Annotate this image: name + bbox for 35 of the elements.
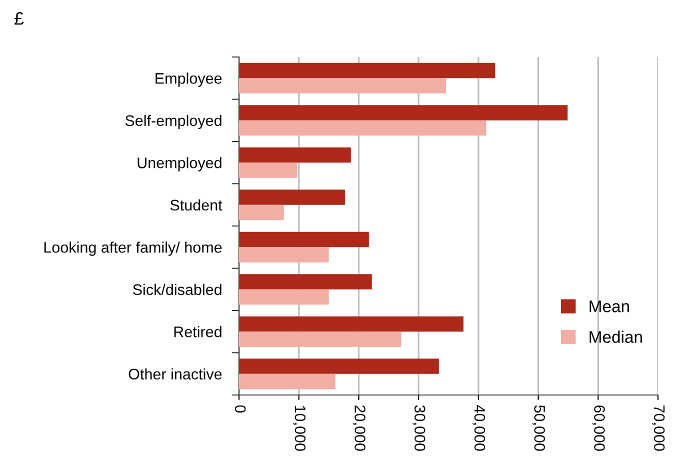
x-tick-label: 20,000: [352, 405, 366, 451]
bar: [239, 374, 336, 390]
bar: [239, 232, 369, 248]
legend-label: Median: [590, 330, 642, 343]
bar: [239, 247, 329, 262]
x-tick-label: 50,000: [532, 405, 546, 451]
x-tick-label: 10,000: [292, 406, 306, 451]
y-tick-label: Sick/disabled: [133, 284, 222, 296]
bar: [239, 190, 345, 205]
text: £: [14, 12, 24, 25]
y-tick-label: Unemployed: [138, 157, 222, 172]
y-tick-label: Employee: [156, 72, 222, 87]
x-tick-label: 30,000: [412, 405, 426, 451]
y-tick-label: Retired: [174, 326, 222, 338]
bar: [239, 62, 496, 78]
x-tick-label: 70,000: [652, 406, 665, 451]
y-tick-label: Self-employed: [125, 114, 222, 130]
bar: [239, 162, 298, 178]
x-tick-label: 40,000: [472, 405, 486, 451]
bar: [239, 120, 486, 136]
x-tick-label: 60,000: [592, 406, 605, 451]
y-tick-label: Other inactive: [128, 368, 222, 380]
bar: [239, 204, 284, 220]
bar: [239, 274, 372, 290]
bar: [239, 332, 402, 347]
x-tick-label: 0: [234, 405, 246, 413]
y-tick-label: Student: [170, 199, 222, 211]
bar: [239, 358, 439, 374]
bar: [239, 105, 568, 120]
y-tick-label: Looking after family/ home: [44, 242, 222, 256]
bar: [239, 147, 351, 163]
bar: [239, 78, 446, 94]
legend-label: Mean: [590, 300, 629, 312]
bar: [239, 316, 464, 332]
bar: [239, 289, 329, 305]
